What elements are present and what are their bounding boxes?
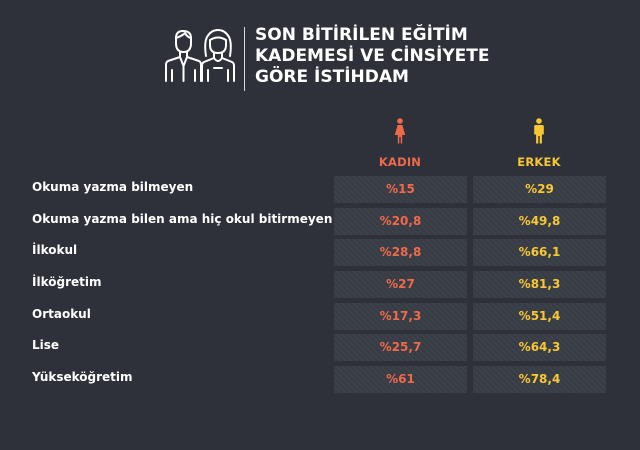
page-title: SON BİTİRİLEN EĞİTİM KADEMESİ VE CİNSİYE… <box>255 25 490 88</box>
table-row: Yükseköğretim %61 %78,4 <box>0 366 640 393</box>
erkek-column-header: ERKEK <box>474 118 604 169</box>
erkek-value-cell: %51,4 <box>473 303 606 330</box>
table-row: İlköğretim %27 %81,3 <box>0 271 640 298</box>
row-label: Lise <box>32 338 59 352</box>
man-figure-icon <box>533 118 545 144</box>
erkek-value-cell: %49,8 <box>473 208 606 235</box>
kadin-column-label: KADIN <box>335 155 465 169</box>
table-row: Lise %25,7 %64,3 <box>0 334 640 361</box>
erkek-value-cell: %29 <box>473 176 606 203</box>
title-line: SON BİTİRİLEN EĞİTİM <box>255 25 490 46</box>
erkek-value-cell: %64,3 <box>473 334 606 361</box>
row-label: İlköğretim <box>32 275 101 289</box>
erkek-column-label: ERKEK <box>474 155 604 169</box>
row-label: Ortaokul <box>32 307 91 321</box>
row-label: Okuma yazma bilmeyen <box>32 180 193 194</box>
header: SON BİTİRİLEN EĞİTİM KADEMESİ VE CİNSİYE… <box>0 0 640 110</box>
kadin-value-cell: %61 <box>334 366 467 393</box>
kadin-value-cell: %27 <box>334 271 467 298</box>
erkek-value-cell: %66,1 <box>473 239 606 266</box>
kadin-column-header: KADIN <box>335 118 465 169</box>
kadin-value-cell: %25,7 <box>334 334 467 361</box>
table-row: İlkokul %28,8 %66,1 <box>0 239 640 266</box>
table-row: Ortaokul %17,3 %51,4 <box>0 303 640 330</box>
kadin-value-cell: %20,8 <box>334 208 467 235</box>
erkek-value-cell: %81,3 <box>473 271 606 298</box>
title-line: KADEMESİ VE CİNSİYETE <box>255 46 490 67</box>
kadin-value-cell: %28,8 <box>334 239 467 266</box>
header-divider <box>244 27 245 91</box>
kadin-value-cell: %15 <box>334 176 467 203</box>
man-and-woman-outline-icon <box>164 26 236 84</box>
title-line: GÖRE İSTİHDAM <box>255 67 490 88</box>
woman-figure-icon <box>394 118 406 144</box>
erkek-value-cell: %78,4 <box>473 366 606 393</box>
row-label: İlkokul <box>32 243 77 257</box>
row-label: Yükseköğretim <box>32 370 133 384</box>
table-row: Okuma yazma bilen ama hiç okul bitirmeye… <box>0 208 640 235</box>
kadin-value-cell: %17,3 <box>334 303 467 330</box>
table-row: Okuma yazma bilmeyen %15 %29 <box>0 176 640 203</box>
row-label: Okuma yazma bilen ama hiç okul bitirmeye… <box>32 212 332 226</box>
